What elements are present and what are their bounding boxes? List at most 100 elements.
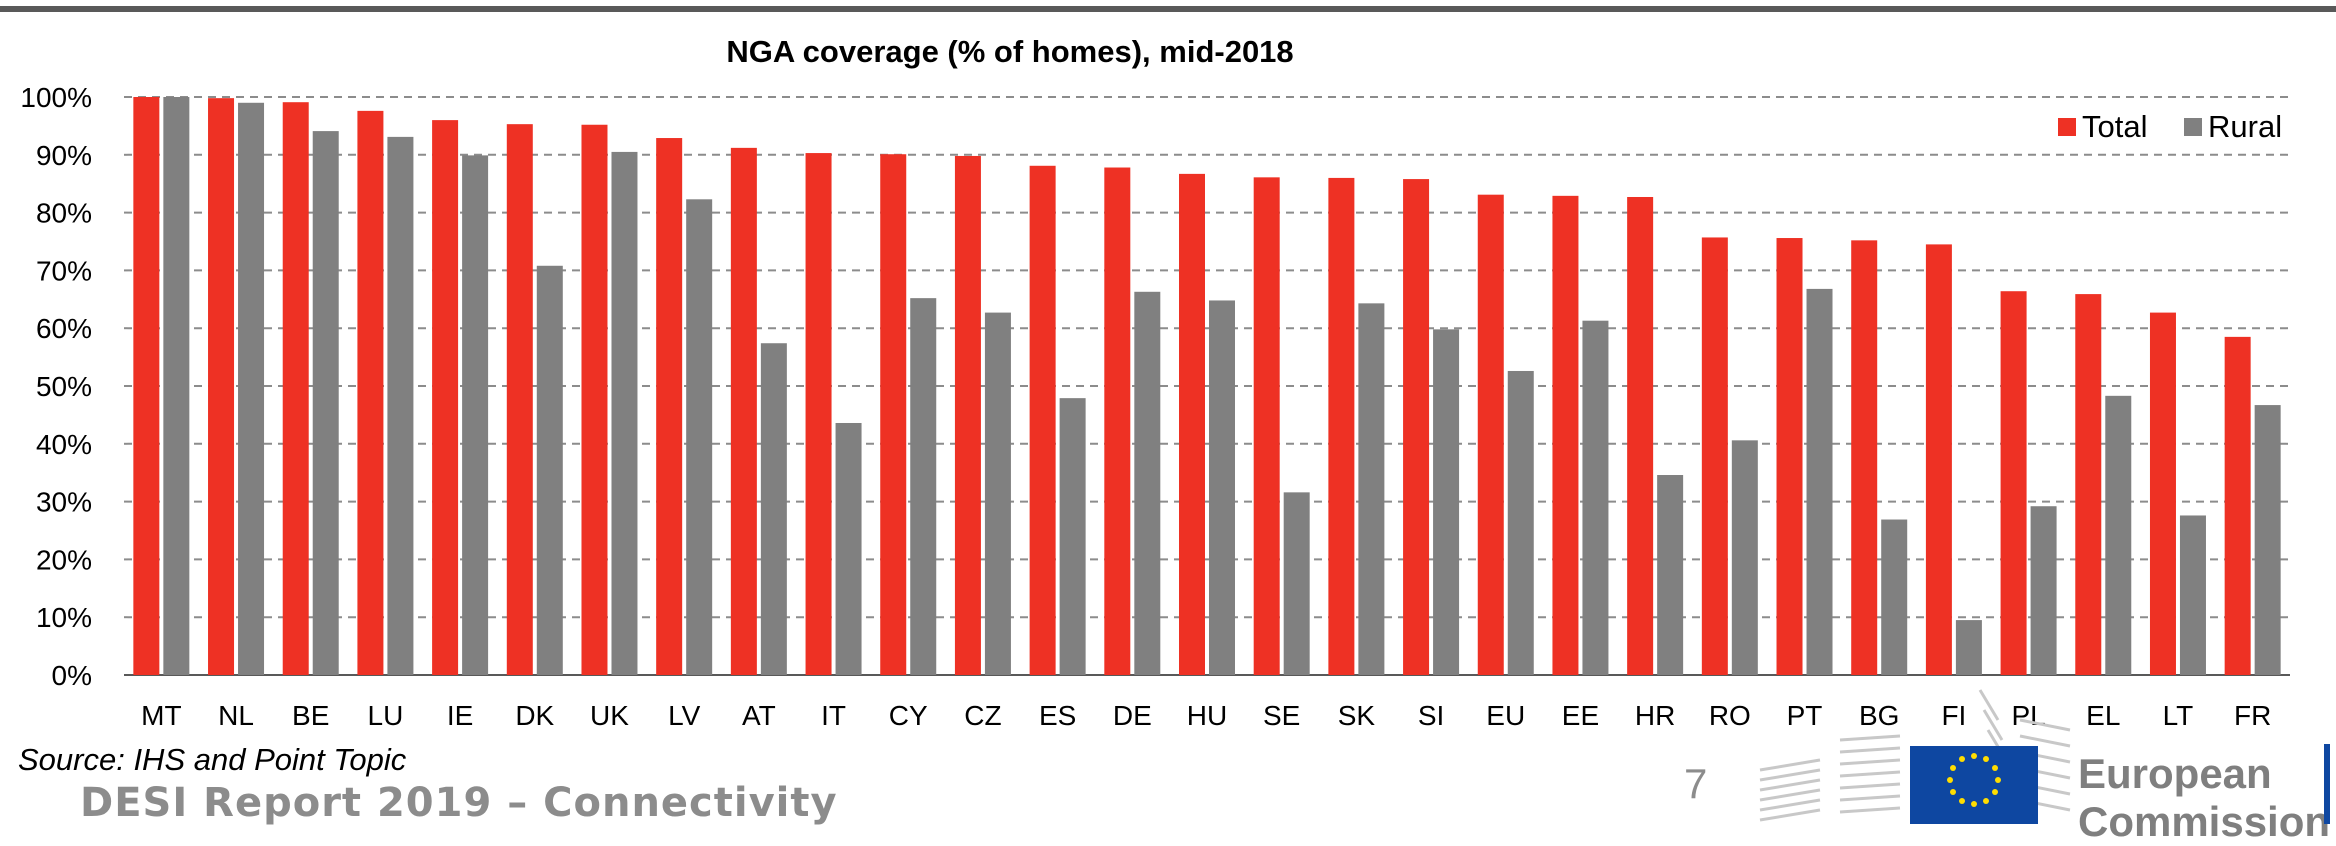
bar-rural-fi — [1955, 620, 1982, 675]
bar-rural-mt — [163, 97, 190, 675]
bars — [133, 97, 2281, 676]
bar-total-nl — [208, 98, 235, 675]
x-tick-label: UK — [590, 700, 629, 731]
x-tick-label: DK — [515, 700, 554, 731]
logo-building-icon — [1759, 689, 2071, 822]
y-axis-ticks: 0% 10% 20% 30% 40% 50% 60% 70% 80% 90% 100% — [20, 82, 92, 691]
bar-rural-hu — [1209, 300, 1235, 675]
y-tick-label: 20% — [36, 544, 92, 575]
x-tick-label: SI — [1418, 700, 1444, 731]
bar-total-pl — [2000, 291, 2027, 675]
nga-coverage-chart: NGA coverage (% of homes), mid-2018 0% 10… — [20, 34, 2290, 731]
y-tick-label: 0% — [52, 660, 92, 691]
page-number: 7 — [1684, 760, 1708, 807]
x-tick-label: LV — [668, 700, 700, 731]
x-tick-label: IT — [821, 700, 846, 731]
bar-total-eu — [1477, 194, 1504, 675]
x-tick-label: ES — [1039, 700, 1076, 731]
x-tick-label: RO — [1709, 700, 1751, 731]
bar-total-ee — [1552, 195, 1579, 675]
bar-total-be — [282, 102, 309, 675]
source-note: Source: IHS and Point Topic — [18, 742, 407, 777]
x-tick-label: LT — [2163, 700, 2194, 731]
bar-total-ro — [1701, 237, 1728, 676]
bar-total-si — [1403, 179, 1430, 676]
x-axis-ticks: MT NL BE LU IE DK UK LV AT IT CY CZ ES DE HU SE SK SI EU EE… — [141, 700, 2271, 731]
logo-accent-bar — [2324, 744, 2330, 824]
bar-rural-dk — [536, 265, 563, 675]
bar-total-hr — [1627, 196, 1654, 675]
x-tick-label: EU — [1486, 700, 1525, 731]
chart-title: NGA coverage (% of homes), mid-2018 — [726, 34, 1293, 69]
y-tick-label: 70% — [36, 255, 92, 286]
y-tick-label: 90% — [36, 140, 92, 171]
bar-rural-at — [760, 343, 787, 675]
legend-swatch-rural — [2184, 118, 2202, 136]
bar-rural-nl — [238, 102, 265, 675]
bar-rural-sk — [1358, 303, 1385, 675]
legend-swatch-total — [2058, 118, 2076, 136]
bar-total-fi — [1925, 244, 1952, 675]
bar-total-uk — [581, 124, 608, 675]
x-tick-label: EE — [1562, 700, 1599, 731]
x-tick-label: CZ — [964, 700, 1001, 731]
x-tick-label: MT — [141, 700, 181, 731]
y-tick-label: 40% — [36, 429, 92, 460]
bar-rural-hr — [1657, 475, 1684, 675]
y-tick-label: 50% — [36, 371, 92, 402]
x-tick-label: EL — [2086, 700, 2120, 731]
legend-label-total: Total — [2082, 109, 2147, 144]
legend-label-rural: Rural — [2208, 109, 2282, 144]
bar-total-dk — [506, 124, 533, 675]
bar-total-pt — [1776, 238, 1803, 676]
y-tick-label: 30% — [36, 487, 92, 518]
bar-total-cy — [880, 154, 907, 676]
bar-total-lt — [2149, 312, 2176, 675]
bar-rural-se — [1283, 492, 1310, 675]
x-tick-label: CY — [889, 700, 928, 731]
x-tick-label: DE — [1113, 700, 1152, 731]
bar-rural-ro — [1731, 440, 1758, 675]
bar-total-bg — [1851, 240, 1878, 675]
bar-rural-pl — [2030, 506, 2057, 675]
x-tick-label: HR — [1635, 700, 1675, 731]
bar-total-lu — [357, 110, 384, 675]
logo-text-line2: Commission — [2078, 798, 2331, 845]
eu-stars-icon — [1947, 753, 2001, 807]
y-tick-label: 100% — [20, 82, 92, 113]
bar-rural-lv — [686, 199, 713, 675]
y-tick-label: 10% — [36, 602, 92, 633]
bar-total-at — [730, 147, 757, 675]
bar-rural-pt — [1806, 288, 1833, 675]
x-tick-label: FI — [1941, 700, 1966, 731]
bar-total-lv — [656, 138, 683, 676]
x-tick-label: BG — [1859, 700, 1899, 731]
x-tick-label: PL — [2011, 700, 2045, 731]
x-tick-label: BE — [292, 700, 329, 731]
bar-rural-lu — [387, 136, 414, 675]
bar-rural-it — [835, 422, 862, 675]
x-tick-label: NL — [218, 700, 254, 731]
x-tick-label: HU — [1187, 700, 1227, 731]
bar-rural-fr — [2254, 405, 2281, 675]
european-commission-logo — [1759, 689, 2071, 824]
bar-rural-eu — [1507, 370, 1534, 675]
x-tick-label: PT — [1787, 700, 1823, 731]
bar-rural-be — [312, 131, 339, 676]
bar-rural-ee — [1582, 320, 1609, 675]
top-rule — [0, 6, 2336, 12]
bar-rural-si — [1433, 329, 1460, 675]
bar-rural-cy — [910, 298, 937, 675]
bar-rural-es — [1059, 398, 1086, 675]
bar-total-mt — [133, 97, 160, 675]
x-tick-label: SE — [1263, 700, 1300, 731]
bar-total-sk — [1328, 177, 1355, 676]
logo-text-line1: European — [2078, 750, 2272, 797]
bar-rural-de — [1134, 291, 1161, 675]
bar-total-es — [1029, 165, 1056, 676]
bar-total-it — [805, 153, 832, 676]
bar-total-fr — [2224, 336, 2251, 675]
bar-rural-el — [2105, 395, 2132, 675]
bar-rural-uk — [611, 151, 638, 675]
bar-total-el — [2075, 294, 2102, 675]
